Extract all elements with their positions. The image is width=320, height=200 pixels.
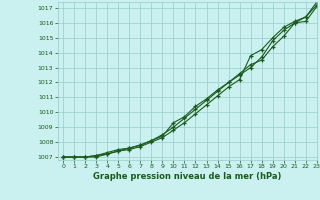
X-axis label: Graphe pression niveau de la mer (hPa): Graphe pression niveau de la mer (hPa) — [93, 172, 281, 181]
